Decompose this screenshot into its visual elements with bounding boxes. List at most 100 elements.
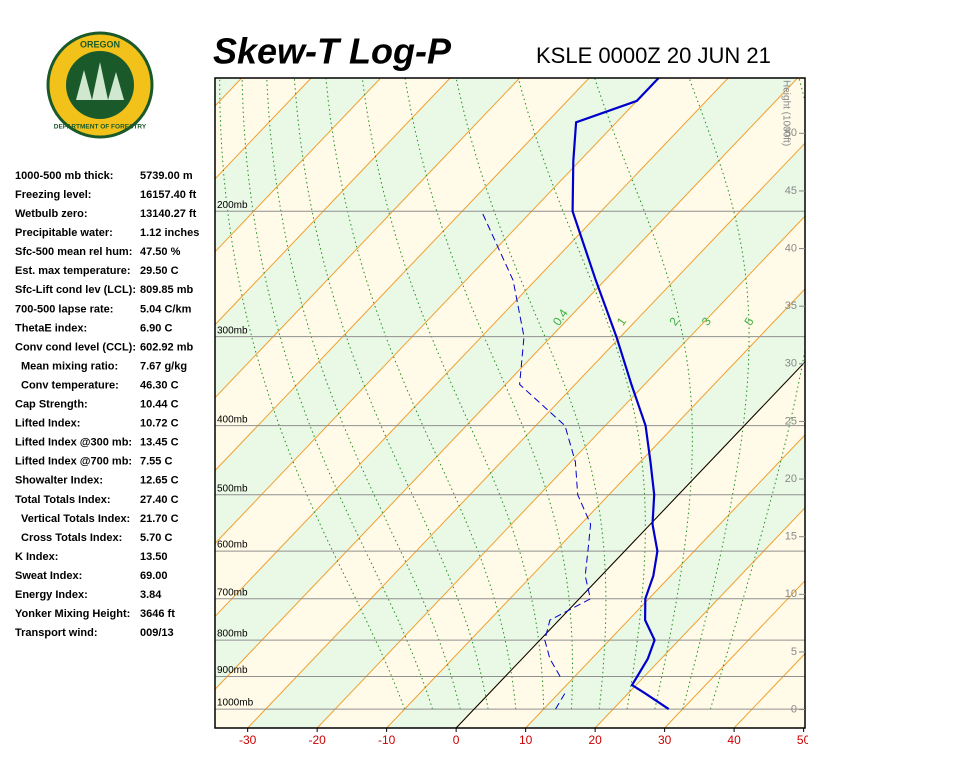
index-label: Conv temperature: (21, 379, 119, 391)
index-label: Sfc-500 mean rel hum: (15, 246, 132, 258)
index-label: Yonker Mixing Height: (15, 608, 130, 620)
x-tick-label: 30 (658, 733, 672, 747)
height-label: 45 (785, 185, 797, 197)
axis-labels: 200mb 300mb 400mb 500mb 600mb 700mb 800mb 900mb… (217, 80, 811, 747)
height-label: 40 (785, 242, 797, 254)
isotherm (215, 78, 451, 326)
index-label: 1000-500 mb thick: (15, 170, 113, 182)
profile-line (571, 78, 670, 711)
index-value: 009/13 (140, 627, 174, 639)
x-tick-label: 10 (519, 733, 533, 747)
index-label: Sfc-Lift cond lev (LCL): (15, 284, 136, 296)
index-label: Energy Index: (15, 589, 88, 601)
index-label: Lifted Index @700 mb: (15, 456, 132, 468)
logo-bottom: DEPARTMENT OF FORESTRY (54, 124, 147, 131)
isotherm (594, 507, 805, 728)
index-label: 700-500 lapse rate: (15, 303, 113, 315)
index-label: K Index: (15, 551, 58, 563)
pressure-label: 700mb (217, 587, 248, 598)
index-value: 16157.40 ft (140, 189, 197, 201)
isotherm (215, 78, 659, 545)
x-tick-label: 40 (727, 733, 741, 747)
moist-adiabat (709, 78, 805, 710)
height-label: 35 (785, 300, 797, 312)
height-label: 30 (785, 358, 797, 370)
pressure-label: 900mb (217, 665, 248, 676)
height-label: 25 (785, 415, 797, 427)
index-label: Showalter Index: (15, 475, 103, 487)
index-value: 10.72 C (140, 418, 179, 430)
height-label: 20 (785, 473, 797, 485)
index-value: 13140.27 ft (140, 208, 197, 220)
pressure-label: 400mb (217, 414, 248, 425)
x-tick-label: -30 (239, 733, 257, 747)
index-value: 46.30 C (140, 379, 179, 391)
index-label: Total Totals Index: (15, 494, 111, 506)
index-label: Mean mixing ratio: (21, 360, 118, 372)
index-value: 5.04 C/km (140, 303, 192, 315)
pressure-label: 1000mb (217, 698, 254, 709)
isotherm (525, 434, 805, 728)
index-value: 5.70 C (140, 532, 172, 544)
height-label: 50 (785, 127, 797, 139)
dry-adiabat (0, 78, 12, 728)
index-value: 7.67 g/kg (140, 360, 187, 372)
pressure-label: 600mb (217, 540, 248, 551)
index-label: Wetbulb zero: (15, 208, 88, 220)
logo-trees (76, 62, 124, 100)
mixing-ratio-line (0, 337, 5, 728)
moist-adiabat (293, 78, 489, 710)
index-value: 809.85 mb (140, 284, 193, 296)
plot-frame (214, 77, 806, 729)
index-label: Vertical Totals Index: (21, 513, 130, 525)
moist-adiabat (594, 78, 693, 710)
isotherm (247, 142, 805, 728)
index-value: 7.55 C (140, 456, 172, 468)
x-tick-label: 20 (588, 733, 602, 747)
index-label: Est. max temperature: (15, 265, 131, 277)
index-value: 69.00 (140, 570, 168, 582)
isotherm (386, 288, 805, 728)
index-value: 27.40 C (140, 494, 179, 506)
index-value: 21.70 C (140, 513, 179, 525)
index-label: Precipitable water: (15, 227, 113, 239)
index-label: Conv cond level (CCL): (15, 341, 136, 353)
x-tick-label: 0 (453, 733, 460, 747)
index-value: 602.92 mb (140, 341, 193, 353)
index-label: Transport wind: (15, 627, 98, 639)
index-label: Cap Strength: (15, 399, 88, 411)
indices: 1000-500 mb thick: 5739.00 m Freezing leve… (15, 170, 199, 639)
index-value: 10.44 C (140, 399, 179, 411)
height-label: 0 (791, 703, 797, 715)
height-label: 10 (785, 588, 797, 600)
logo-top: OREGON (80, 39, 120, 49)
isotherm (316, 215, 805, 728)
zero-isotherm (455, 361, 805, 728)
isotherm (215, 78, 590, 472)
index-value: 13.45 C (140, 437, 179, 449)
plot-area: 0.4 1 2 3 5 (0, 78, 805, 728)
pressure-label: 300mb (217, 325, 248, 336)
index-label: ThetaE index: (15, 322, 87, 334)
isotherm (664, 579, 805, 728)
x-tick-label: -20 (308, 733, 326, 747)
height-label: 15 (785, 531, 797, 543)
index-label: Cross Totals Index: (21, 532, 122, 544)
pressure-label: 200mb (217, 200, 248, 211)
index-label: Freezing level: (15, 189, 91, 201)
isotherm (215, 78, 382, 253)
moist-adiabat (682, 78, 750, 710)
logo: OREGON DEPARTMENT OF FORESTRY (46, 31, 154, 139)
moist-adiabat (219, 78, 406, 710)
index-value: 1.12 inches (140, 227, 199, 239)
index-value: 3.84 (140, 589, 162, 601)
index-value: 13.50 (140, 551, 168, 563)
isotherm (215, 78, 521, 399)
index-value: 5739.00 m (140, 170, 193, 182)
index-label: Lifted Index @300 mb: (15, 437, 132, 449)
pressure-label: 800mb (217, 629, 248, 640)
moist-adiabat (266, 78, 461, 710)
isotherm (215, 78, 729, 618)
x-tick-label: 50 (797, 733, 811, 747)
